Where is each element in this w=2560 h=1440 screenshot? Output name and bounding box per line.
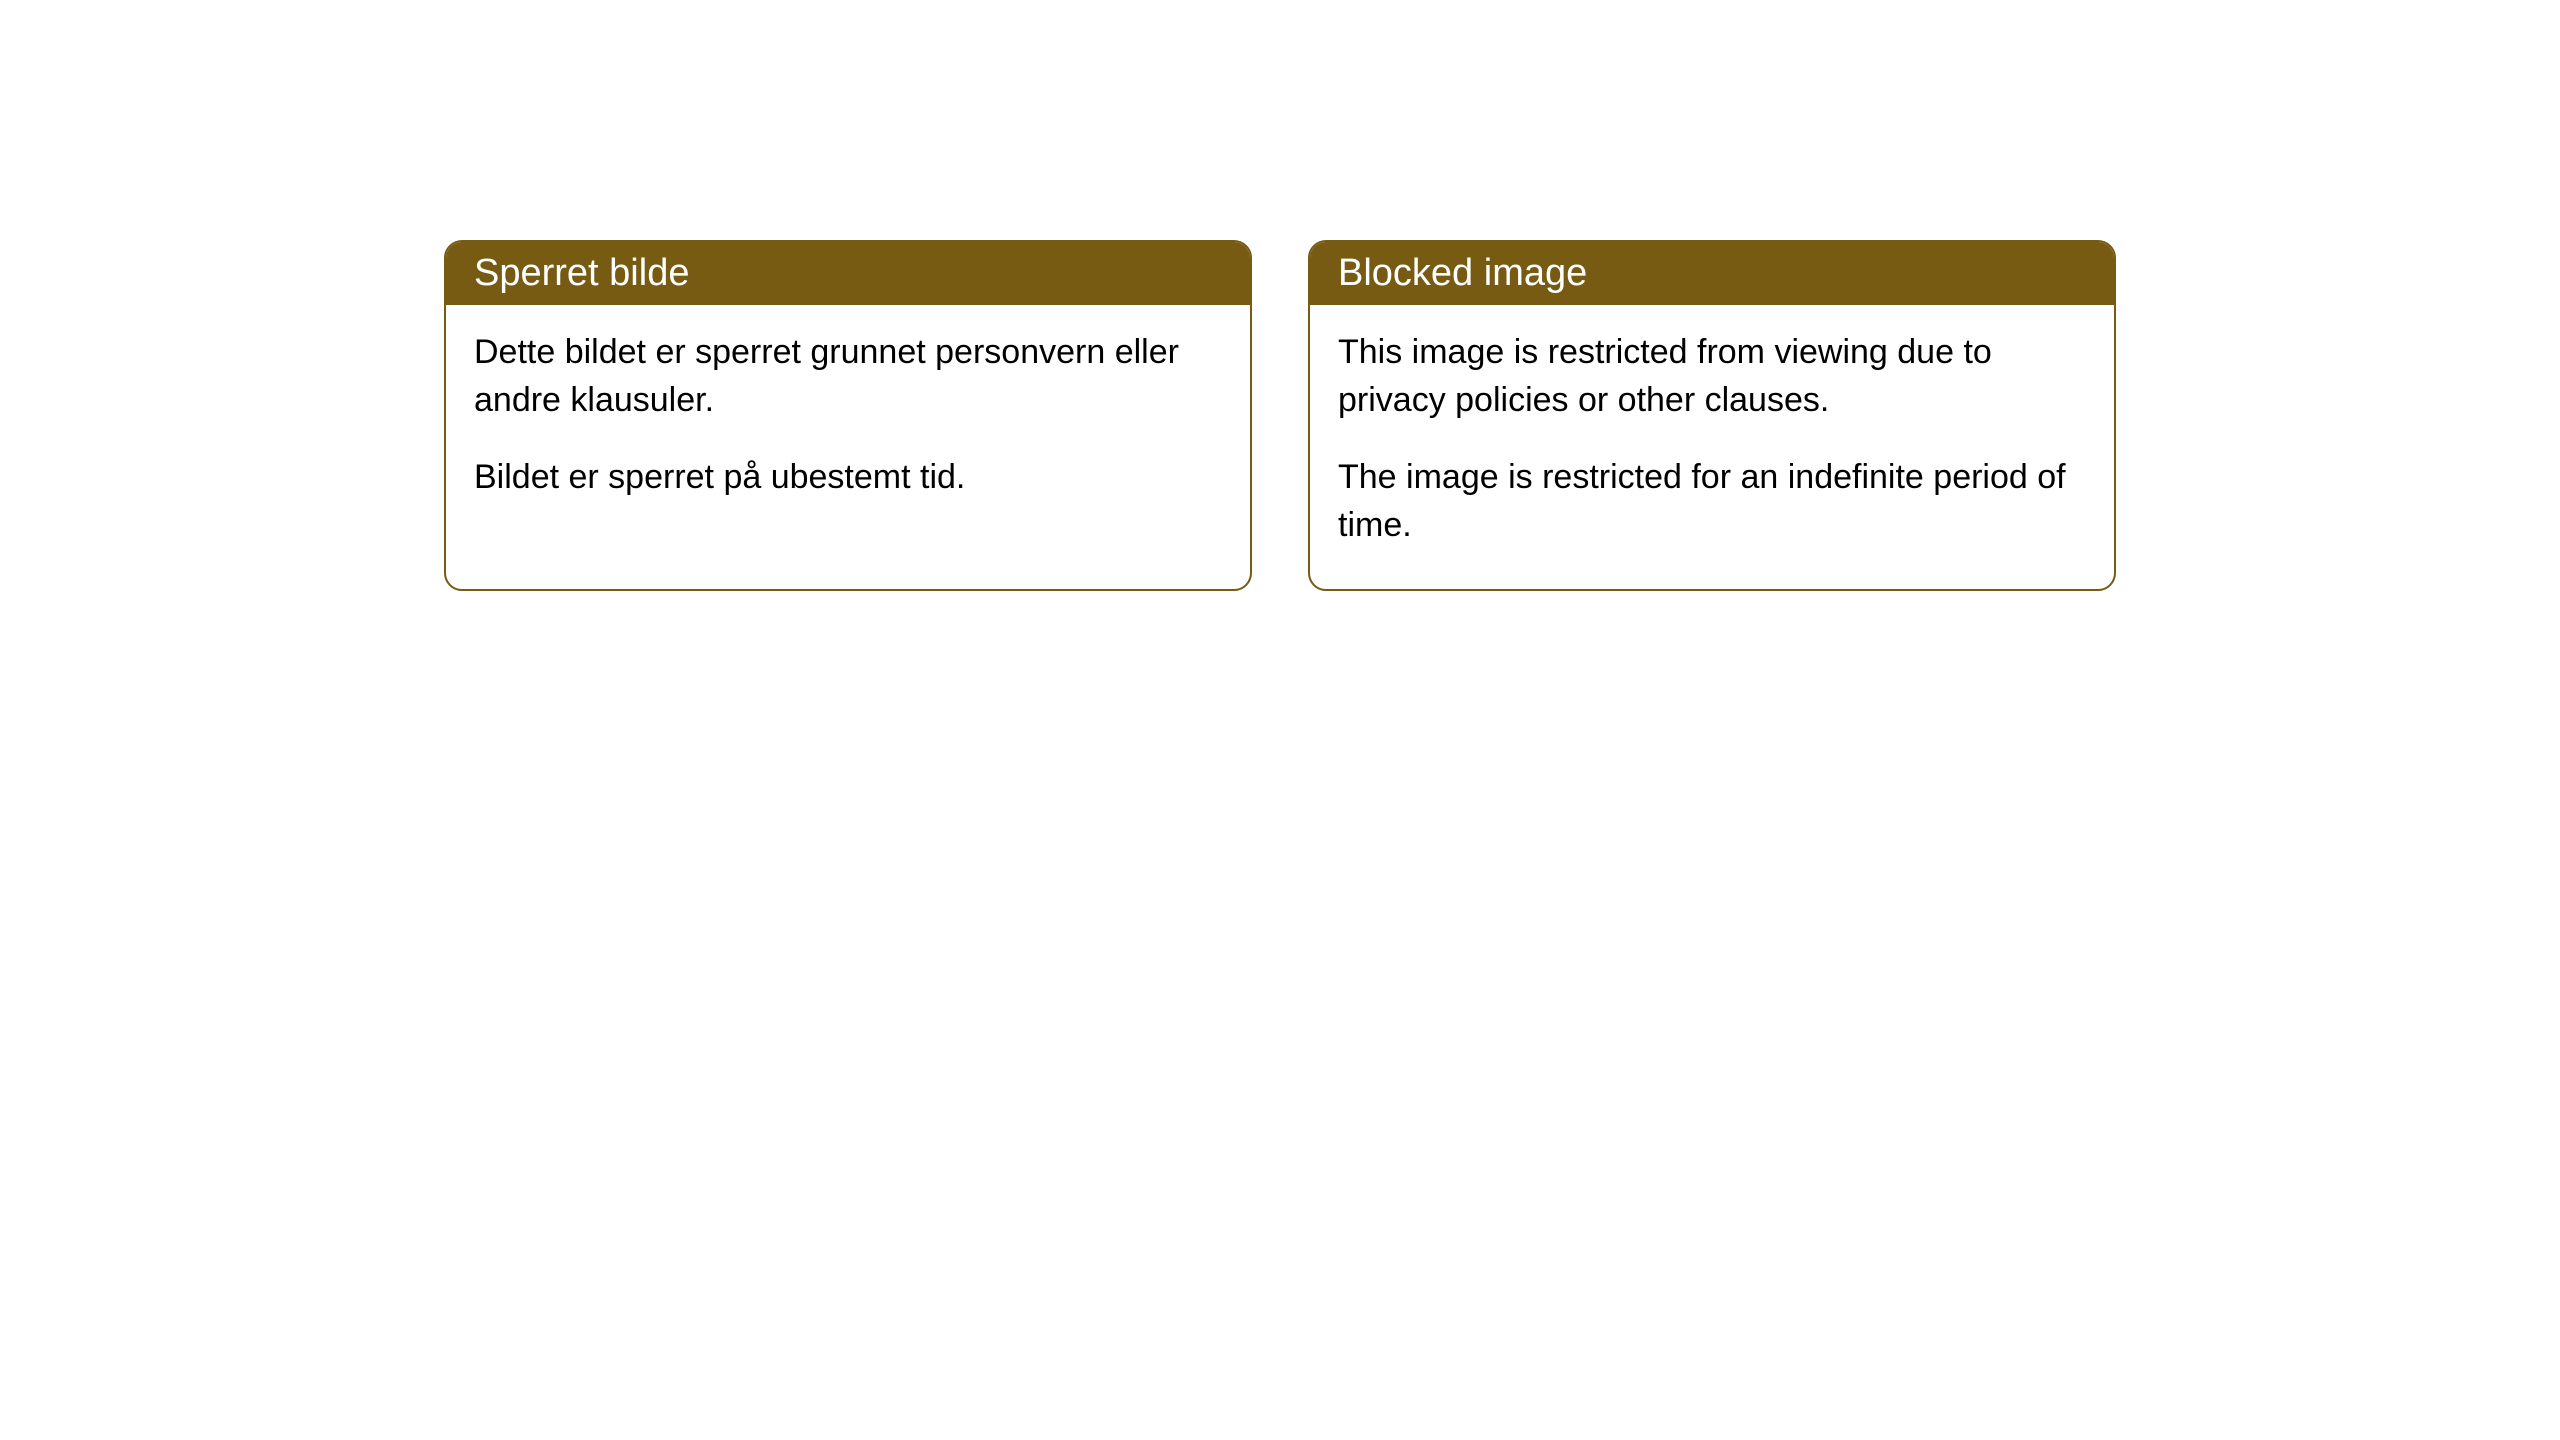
card-body-norwegian: Dette bildet er sperret grunnet personve… [446,305,1250,542]
card-header-norwegian: Sperret bilde [446,242,1250,305]
card-body-english: This image is restricted from viewing du… [1310,305,2114,589]
card-paragraph-2-norwegian: Bildet er sperret på ubestemt tid. [474,454,1222,502]
blocked-image-card-norwegian: Sperret bilde Dette bildet er sperret gr… [444,240,1252,591]
card-header-english: Blocked image [1310,242,2114,305]
blocked-image-card-english: Blocked image This image is restricted f… [1308,240,2116,591]
card-paragraph-2-english: The image is restricted for an indefinit… [1338,454,2086,549]
card-paragraph-1-norwegian: Dette bildet er sperret grunnet personve… [474,329,1222,424]
cards-container: Sperret bilde Dette bildet er sperret gr… [0,240,2560,591]
card-paragraph-1-english: This image is restricted from viewing du… [1338,329,2086,424]
